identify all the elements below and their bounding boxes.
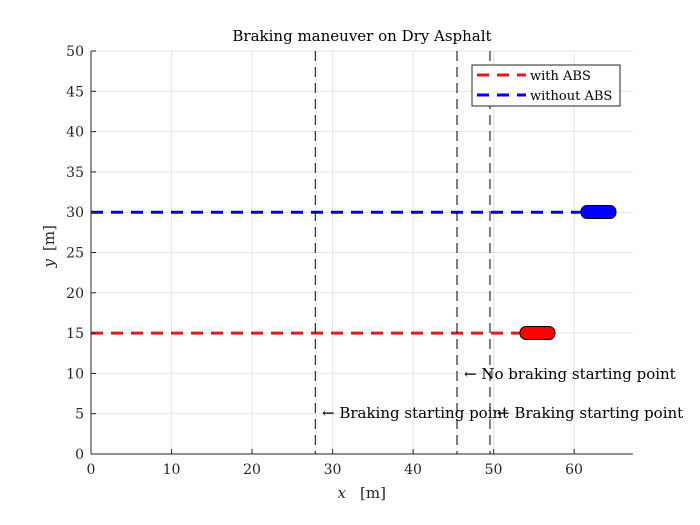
- x-tick-label: 30: [324, 462, 342, 478]
- car-with-abs: [519, 326, 556, 340]
- y-tick-label: 5: [75, 407, 84, 423]
- y-axis-label-var: y: [40, 258, 58, 268]
- x-tick-label: 0: [87, 462, 96, 478]
- x-tick-label: 60: [565, 462, 583, 478]
- x-axis-label-var: x: [338, 484, 347, 502]
- y-axis-label: y [m]: [40, 225, 58, 268]
- y-tick-label: 35: [66, 165, 84, 181]
- y-tick-label: 40: [66, 125, 84, 141]
- car-without-abs: [580, 205, 617, 219]
- y-tick-label: 0: [75, 447, 84, 463]
- y-tick-label: 20: [66, 286, 84, 302]
- y-axis-label-unit: [m]: [40, 225, 58, 251]
- annotation-no-braking-start: ← No braking starting point: [464, 365, 676, 383]
- legend-label-without-abs: without ABS: [530, 89, 612, 104]
- y-tick-label: 25: [66, 246, 84, 262]
- y-tick-marks: [91, 50, 96, 455]
- x-axis-label-unit: [m]: [360, 484, 386, 502]
- y-tick-label: 15: [66, 326, 84, 342]
- y-tick-label: 30: [66, 205, 84, 221]
- annotation-braking-start-2: ← Braking starting point: [497, 404, 683, 422]
- y-tick-label: 50: [66, 44, 84, 60]
- y-tick-label: 10: [66, 366, 84, 382]
- legend: with ABS without ABS: [471, 64, 621, 107]
- x-tick-labels: 0 10 20 30 40 50 60: [87, 462, 583, 478]
- legend-label-with-abs: with ABS: [530, 69, 591, 84]
- annotation-braking-start-1: ← Braking starting point: [322, 404, 508, 422]
- x-axis-label: x [m]: [338, 484, 386, 502]
- legend-box: [471, 64, 621, 107]
- x-tick-label: 20: [243, 462, 261, 478]
- x-tick-label: 10: [163, 462, 181, 478]
- x-tick-marks: [90, 449, 575, 454]
- x-tick-label: 40: [404, 462, 422, 478]
- y-tick-label: 45: [66, 84, 84, 100]
- y-tick-labels: 0 5 10 15 20 25 30 35 40 45 50: [66, 44, 84, 463]
- x-tick-label: 50: [485, 462, 503, 478]
- chart-title: Braking maneuver on Dry Asphalt: [232, 27, 491, 45]
